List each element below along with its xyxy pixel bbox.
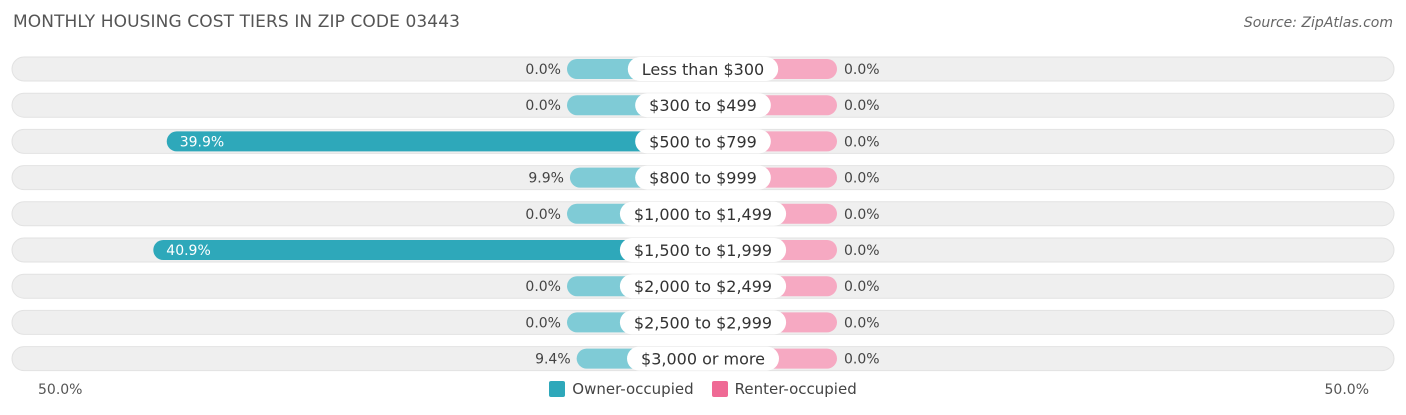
owner-value-label: 0.0%	[525, 279, 561, 295]
renter-value-label: 0.0%	[844, 352, 880, 368]
owner-value-label: 0.0%	[525, 207, 561, 223]
legend-swatch-owner	[549, 381, 566, 397]
renter-value-label: 0.0%	[844, 279, 880, 295]
renter-value-label: 0.0%	[844, 315, 880, 331]
category-pill	[635, 93, 771, 118]
owner-value-label: 0.0%	[525, 62, 561, 78]
owner-bar	[166, 131, 703, 152]
category-label: $1,000 to $1,499	[634, 205, 772, 224]
chart-title: MONTHLY HOUSING COST TIERS IN ZIP CODE 0…	[13, 12, 461, 32]
axis-right-label: 50.0%	[1324, 382, 1369, 398]
owner-value-label: 0.0%	[525, 315, 561, 331]
owner-value-label: 9.4%	[535, 352, 571, 368]
renter-value-label: 0.0%	[844, 243, 880, 259]
category-pill	[619, 274, 787, 299]
renter-value-label: 0.0%	[844, 207, 880, 223]
category-label: $2,000 to $2,499	[634, 277, 772, 296]
legend: Owner-occupied Renter-occupied	[0, 380, 1406, 398]
axis-left-label: 50.0%	[38, 382, 83, 398]
category-pill	[619, 310, 787, 335]
category-pill	[635, 129, 771, 154]
renter-value-label: 0.0%	[844, 98, 880, 114]
category-pill	[619, 238, 787, 262]
legend-label-renter: Renter-occupied	[734, 380, 857, 398]
category-label: Less than $300	[642, 60, 764, 79]
renter-value-label: 0.0%	[844, 171, 880, 187]
renter-value-label: 0.0%	[844, 134, 880, 150]
legend-label-owner: Owner-occupied	[572, 380, 694, 398]
owner-bar	[153, 240, 703, 260]
category-label: $2,500 to $2,999	[634, 313, 772, 332]
owner-value-label: 9.9%	[528, 171, 564, 187]
owner-value-label: 0.0%	[525, 98, 561, 114]
legend-swatch-renter	[711, 381, 728, 397]
category-pill	[635, 165, 771, 190]
category-pill	[627, 57, 779, 81]
source-credit: Source: ZipAtlas.com	[1243, 15, 1393, 31]
diverging-bar-chart: 0.0% 0.0% Less than $300 0.0% 0.0% $300 to $4…	[11, 56, 1395, 372]
owner-value-label: 39.9%	[180, 134, 224, 150]
category-pill	[619, 201, 787, 226]
category-label: $300 to $499	[649, 96, 757, 115]
category-label: $800 to $999	[649, 169, 757, 188]
legend-item-owner: Owner-occupied	[549, 380, 694, 398]
category-pill	[627, 346, 779, 371]
owner-value-label: 40.9%	[166, 243, 210, 259]
category-label: $3,000 or more	[641, 350, 765, 369]
renter-value-label: 0.0%	[844, 62, 880, 78]
category-label: $1,500 to $1,999	[634, 241, 772, 260]
legend-item-renter: Renter-occupied	[711, 380, 857, 398]
category-label: $500 to $799	[649, 132, 757, 151]
